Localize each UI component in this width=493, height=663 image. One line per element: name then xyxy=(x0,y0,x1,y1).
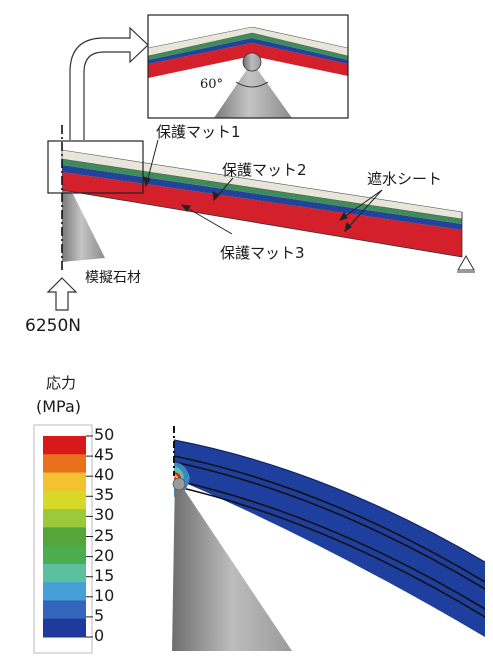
stress-stone-cone xyxy=(172,476,292,651)
layer-red-main xyxy=(62,172,462,257)
magnify-arrow xyxy=(69,26,149,140)
color-band xyxy=(43,618,86,638)
scale-tick-label: 15 xyxy=(94,565,115,585)
color-band xyxy=(43,582,86,601)
layer-blue-main xyxy=(62,165,462,230)
color-band xyxy=(43,454,86,474)
detail-layer-blue xyxy=(148,38,348,64)
scale-tick-label: 25 xyxy=(94,525,115,545)
scale-tick-label: 20 xyxy=(94,545,115,565)
scale-tick-label: 50 xyxy=(94,425,115,444)
color-band xyxy=(43,600,86,620)
color-band xyxy=(43,509,86,528)
stress-interface-3 xyxy=(173,479,485,610)
stress-contact xyxy=(172,477,186,491)
legend-title: 応力 xyxy=(46,374,77,392)
layer-green-main xyxy=(62,159,462,224)
detail-view-box xyxy=(147,14,349,119)
stress-body xyxy=(174,440,485,638)
label-simulated-stone: 模擬石材 xyxy=(85,270,141,286)
scale-tick-label: 45 xyxy=(94,445,115,465)
stress-contour-view xyxy=(172,410,485,651)
stress-interface-4 xyxy=(173,485,485,618)
scale-tick-label: 0 xyxy=(94,626,105,645)
color-band xyxy=(43,472,86,492)
scale-tick-label: 5 xyxy=(94,605,105,625)
label-waterproof-sheet: 遮水シート xyxy=(367,170,443,188)
angle-label: 60° xyxy=(200,77,224,92)
color-band xyxy=(43,527,86,547)
leader-lines xyxy=(143,139,383,235)
color-band xyxy=(43,436,86,455)
stress-edge-top xyxy=(173,439,485,563)
stress-interface-1 xyxy=(173,455,485,583)
detail-frame xyxy=(147,14,349,119)
stone-cone xyxy=(62,172,105,262)
label-protection-mat-3: 保護マット3 xyxy=(220,244,305,262)
detail-stone-cone xyxy=(214,62,292,118)
scale-tick-label: 30 xyxy=(94,505,115,525)
stress-interface-2 xyxy=(173,461,485,590)
scale-tick-label: 40 xyxy=(94,465,115,485)
color-scale-bands xyxy=(43,436,86,638)
detail-layer-red xyxy=(148,43,348,78)
detail-angle-arc xyxy=(235,81,269,88)
scale-tick-label: 35 xyxy=(94,485,115,505)
load-arrow xyxy=(46,277,78,311)
legend-unit: (MPa) xyxy=(36,397,82,416)
color-band xyxy=(43,563,86,583)
label-protection-mat-1: 保護マット1 xyxy=(156,123,241,141)
section-outline-bottom xyxy=(61,189,463,258)
layered-section xyxy=(47,140,463,262)
color-scale-ticks xyxy=(86,435,93,638)
detail-contact-circle xyxy=(242,52,262,72)
zoom-region-frame xyxy=(47,140,144,194)
color-band xyxy=(43,545,86,565)
label-protection-mat-2: 保護マット2 xyxy=(222,161,307,179)
color-scale xyxy=(33,424,93,654)
roller-support xyxy=(457,254,475,273)
detail-layer-cream xyxy=(148,26,348,57)
color-band xyxy=(43,490,86,510)
label-load-value: 6250N xyxy=(25,316,81,336)
scale-tick-label: 10 xyxy=(94,585,115,605)
